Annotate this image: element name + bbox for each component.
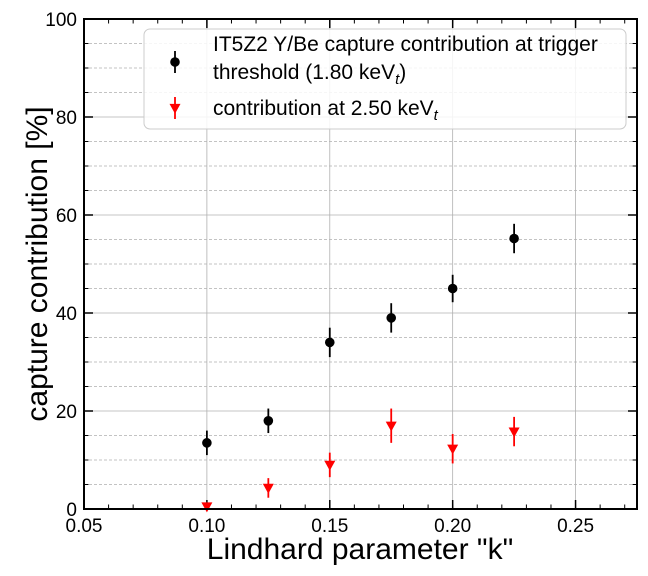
data-point — [201, 502, 213, 513]
legend-entry-series-2-main: contribution at 2.50 keV — [213, 97, 434, 120]
data-point — [386, 313, 397, 323]
legend-entry-series-2: contribution at 2.50 keVt — [213, 97, 439, 124]
data-point — [263, 416, 274, 426]
legend-marker-series-2 — [169, 97, 181, 119]
y-tick-label: 40 — [56, 304, 77, 325]
data-point — [262, 483, 274, 494]
y-tick-label: 80 — [56, 108, 77, 129]
y-axis-label: capture contribution [%] — [21, 106, 54, 421]
legend-entry-series-1-line2-tail: ) — [399, 61, 406, 84]
series-1 — [202, 223, 519, 456]
tick-labels: 0.05 0.10 0.15 0.20 0.25 0 20 40 60 80 100 — [45, 10, 594, 537]
x-tick-label: 0.10 — [188, 516, 225, 537]
x-tick-label: 0.25 — [557, 516, 594, 537]
data-point — [447, 444, 459, 455]
data-point — [509, 233, 519, 244]
legend: IT5Z2 Y/Be capture contribution at trigg… — [143, 28, 627, 130]
data-point — [324, 337, 335, 348]
series-2 — [201, 408, 520, 513]
x-tick-label: 0.20 — [434, 516, 471, 537]
x-tick-label: 0.15 — [311, 516, 348, 537]
legend-box — [143, 28, 627, 130]
data-point — [324, 460, 336, 471]
x-axis-label: Lindhard parameter "k" — [207, 533, 513, 566]
legend-entry-series-1-subscript: t — [395, 71, 400, 88]
y-tick-label: 20 — [56, 402, 77, 423]
legend-marker-series-1 — [170, 51, 180, 73]
y-tick-label: 60 — [56, 206, 77, 227]
legend-entry-series-2-subscript: t — [434, 107, 439, 124]
legend-point — [169, 103, 181, 114]
data-point — [508, 427, 520, 438]
y-tick-label: 100 — [45, 10, 77, 31]
data-series — [201, 223, 520, 513]
x-tick-label: 0.05 — [66, 516, 103, 537]
legend-point — [170, 57, 180, 67]
data-point — [385, 421, 397, 432]
legend-entry-series-1-line1: IT5Z2 Y/Be capture contribution at trigg… — [213, 33, 598, 56]
legend-entry-series-1-line2: threshold (1.80 keVt) — [213, 61, 406, 88]
plot-frame — [83, 18, 638, 510]
y-tick-label: 0 — [66, 500, 77, 521]
data-point — [447, 283, 458, 294]
legend-entry-series-1-line2-main: threshold (1.80 keV — [213, 61, 395, 84]
data-point — [202, 438, 212, 448]
